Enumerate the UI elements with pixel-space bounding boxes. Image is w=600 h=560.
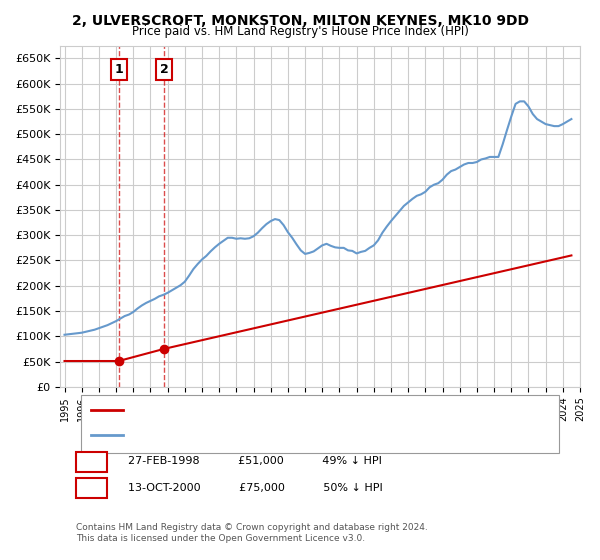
FancyBboxPatch shape	[76, 478, 107, 498]
Text: 1: 1	[114, 63, 123, 76]
Text: 1: 1	[88, 456, 95, 466]
Text: 2: 2	[160, 63, 169, 76]
FancyBboxPatch shape	[76, 452, 107, 472]
Text: 13-OCT-2000           £75,000           50% ↓ HPI: 13-OCT-2000 £75,000 50% ↓ HPI	[128, 483, 383, 493]
Text: 2, ULVERSCROFT, MONKSTON, MILTON KEYNES, MK10 9DD (detached house): 2, ULVERSCROFT, MONKSTON, MILTON KEYNES,…	[133, 405, 509, 415]
Text: 2: 2	[88, 483, 95, 493]
Text: 27-FEB-1998           £51,000           49% ↓ HPI: 27-FEB-1998 £51,000 49% ↓ HPI	[128, 456, 382, 466]
Text: HPI: Average price, detached house, Milton Keynes: HPI: Average price, detached house, Milt…	[133, 430, 382, 440]
Text: Price paid vs. HM Land Registry's House Price Index (HPI): Price paid vs. HM Land Registry's House …	[131, 25, 469, 38]
FancyBboxPatch shape	[81, 395, 559, 454]
Text: 2, ULVERSCROFT, MONKSTON, MILTON KEYNES, MK10 9DD: 2, ULVERSCROFT, MONKSTON, MILTON KEYNES,…	[71, 14, 529, 28]
Text: Contains HM Land Registry data © Crown copyright and database right 2024.
This d: Contains HM Land Registry data © Crown c…	[76, 523, 428, 543]
